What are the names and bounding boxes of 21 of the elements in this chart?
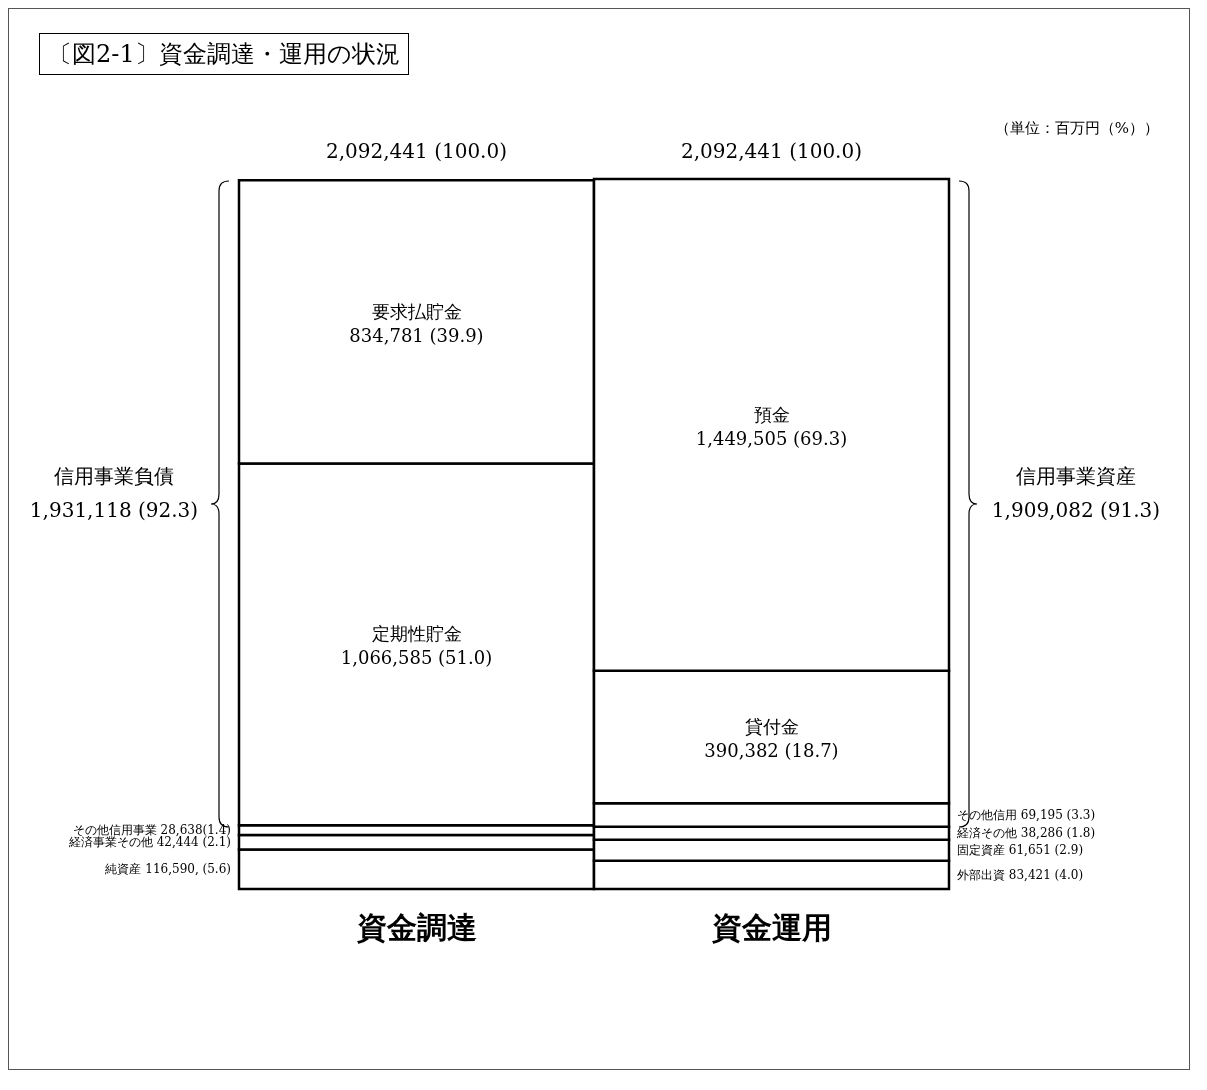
text: 信用事業資産 1,909,082 (91.3) xyxy=(990,463,1162,524)
series-label: 要求払貯金 xyxy=(371,300,462,322)
total-label: 2,092,441 (100.0) xyxy=(325,139,508,163)
data-label: 834,781 (39.9) xyxy=(349,324,484,346)
chart-title: 〔図2-1〕資金調達・運用の状況 xyxy=(39,33,409,75)
text: （単位：百万円（%）） xyxy=(994,119,1159,138)
total-label: 2,092,441 (100.0) xyxy=(680,139,863,163)
x-tick-label: 資金調達 xyxy=(355,910,477,946)
data-label: 390,382 (18.7) xyxy=(704,740,839,762)
series-label: 預金 xyxy=(753,403,790,425)
series-label: 定期性貯金 xyxy=(371,623,462,645)
text: 固定資産 61,651 (2.9) xyxy=(957,843,1084,858)
series-label: 貸付金 xyxy=(744,716,799,738)
text: 経済事業その他 42,444 (2.1) xyxy=(68,835,231,850)
text: 純資産 116,590, (5.6) xyxy=(105,862,231,877)
text: 外部出資 83,421 (4.0) xyxy=(957,867,1084,882)
text: 信用事業負債 1,931,118 (92.3) xyxy=(28,463,200,524)
data-label: 1,449,505 (69.3) xyxy=(695,427,848,449)
x-tick-label: 資金運用 xyxy=(710,910,832,946)
data-label: 1,066,585 (51.0) xyxy=(340,647,493,669)
text: 経済その他 38,286 (1.8) xyxy=(957,826,1096,841)
